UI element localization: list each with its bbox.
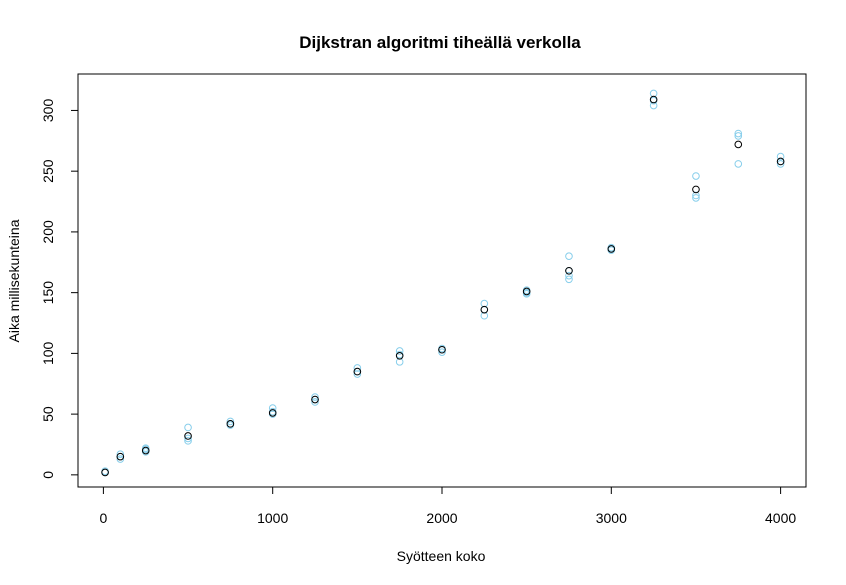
run-point <box>184 423 192 432</box>
mean-point <box>607 245 616 253</box>
run-point <box>692 172 700 180</box>
mean-point <box>184 432 192 440</box>
run-point <box>438 348 446 356</box>
mean-point <box>438 345 446 354</box>
y-tick-label: 300 <box>40 99 56 123</box>
run-point <box>184 437 192 445</box>
x-tick-label: 1000 <box>257 510 288 526</box>
mean-point <box>692 185 700 194</box>
run-point <box>734 129 743 138</box>
run-point <box>565 275 573 284</box>
mean-point <box>101 468 109 477</box>
y-tick-label: 250 <box>40 159 56 183</box>
mean-point <box>311 395 319 404</box>
mean-point <box>226 420 235 428</box>
run-point <box>480 311 489 320</box>
run-point <box>776 160 785 168</box>
plot-area <box>77 73 807 488</box>
mean-point <box>116 452 125 461</box>
run-point <box>734 160 743 168</box>
run-point <box>776 152 785 161</box>
mean-point <box>395 352 404 360</box>
y-axis-label: Aika millisekunteina <box>6 219 22 342</box>
run-point <box>116 455 125 463</box>
run-point <box>692 194 700 202</box>
mean-point <box>776 157 785 166</box>
run-point <box>226 417 235 426</box>
x-tick-label: 3000 <box>596 510 627 526</box>
run-point <box>311 398 319 406</box>
y-tick-label: 50 <box>40 406 56 422</box>
run-point <box>311 393 319 401</box>
mean-point <box>522 287 531 296</box>
y-axis: 0 50 100 150 200 250 300 <box>40 99 79 479</box>
run-point <box>353 364 362 372</box>
run-point <box>184 434 192 443</box>
run-point <box>395 347 404 355</box>
data-points <box>101 89 785 477</box>
y-tick-label: 150 <box>40 281 56 305</box>
x-tick-label: 2000 <box>426 510 457 526</box>
x-axis: 0 1000 2000 3000 4000 <box>99 486 796 526</box>
run-point <box>565 271 573 280</box>
run-point <box>565 252 573 261</box>
mean-point <box>353 367 362 376</box>
x-tick-label: 4000 <box>765 510 796 526</box>
mean-point <box>141 446 150 455</box>
mean-point <box>268 409 277 417</box>
run-point <box>480 299 489 308</box>
mean-point <box>565 266 573 275</box>
run-point <box>734 132 743 140</box>
y-tick-label: 100 <box>40 341 56 365</box>
run-point <box>649 89 658 98</box>
y-tick-label: 200 <box>40 220 56 244</box>
run-point <box>116 450 125 459</box>
mean-point <box>649 95 658 104</box>
run-point <box>353 370 362 378</box>
x-axis-label: Syötteen koko <box>397 548 486 564</box>
run-point <box>268 404 277 412</box>
y-tick-label: 0 <box>40 471 56 479</box>
run-point <box>692 191 700 200</box>
run-point <box>395 358 404 366</box>
run-point <box>649 101 658 110</box>
mean-point <box>480 305 489 314</box>
chart-title: Dijkstran algoritmi tiheällä verkolla <box>299 33 581 52</box>
x-tick-label: 0 <box>99 510 107 526</box>
mean-point <box>734 140 743 149</box>
